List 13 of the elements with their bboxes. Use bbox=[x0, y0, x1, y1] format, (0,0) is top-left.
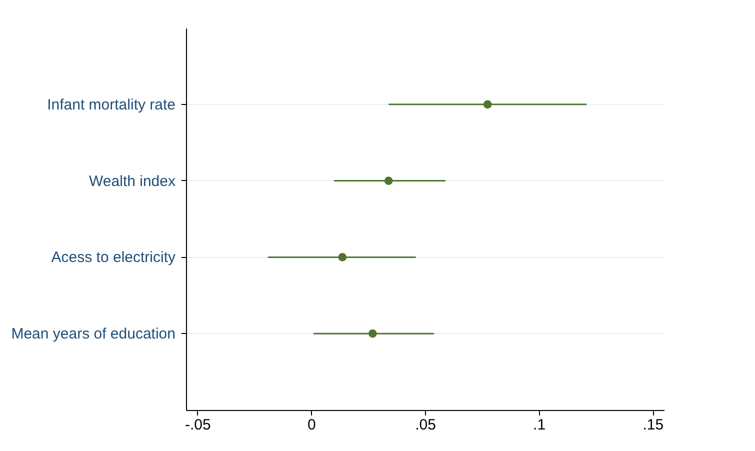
x-tick-label: -.05 bbox=[184, 416, 211, 434]
y-tick-label: Wealth index bbox=[89, 172, 176, 190]
x-tick-label: 0 bbox=[308, 416, 316, 434]
x-tick-label: .15 bbox=[642, 416, 664, 434]
x-tick-label: .1 bbox=[533, 416, 546, 434]
y-tick-label: Acess to electricity bbox=[51, 249, 176, 266]
point bbox=[368, 329, 377, 338]
y-tick-label: Mean years of education bbox=[11, 326, 176, 343]
x-tick-label: .05 bbox=[415, 416, 436, 434]
point bbox=[483, 100, 492, 109]
y-tick-label: Infant mortality rate bbox=[47, 96, 176, 114]
point bbox=[384, 176, 393, 185]
point bbox=[338, 253, 347, 262]
